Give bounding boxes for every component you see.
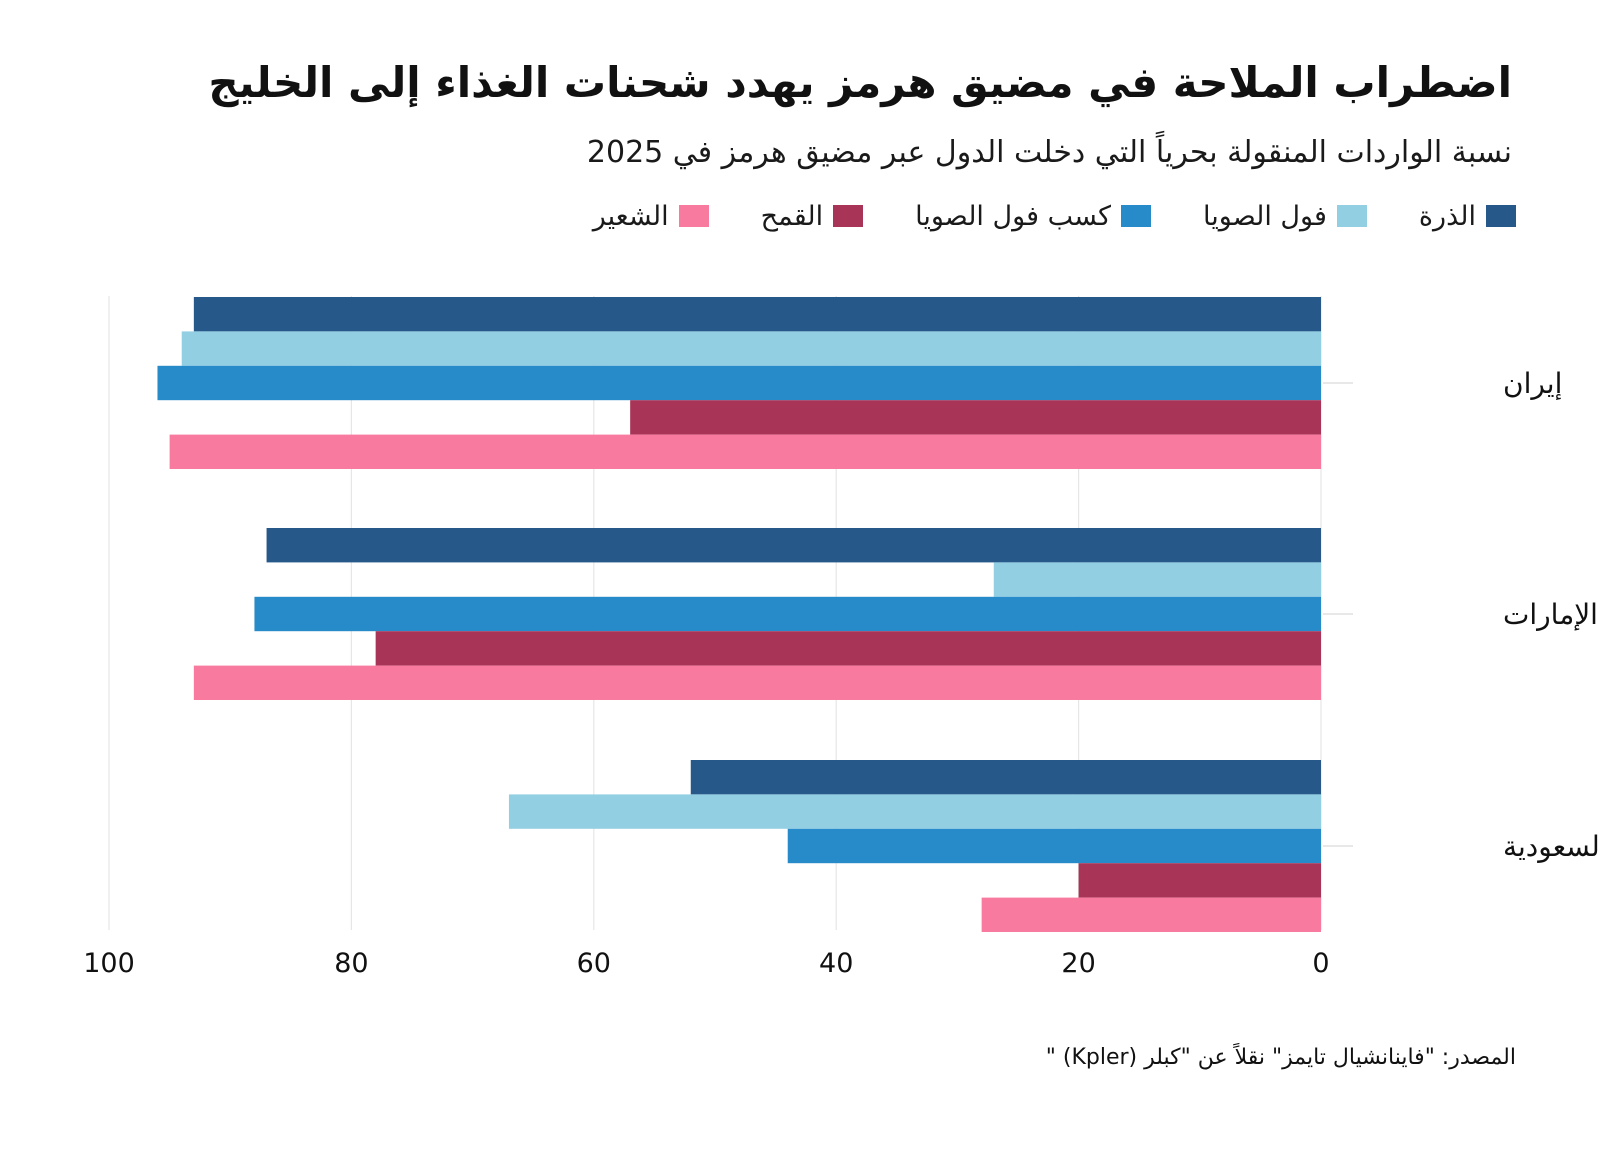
- category-label-uae: الإمارات: [1503, 598, 1598, 631]
- legend-swatch-soybean-meal: [1121, 205, 1152, 227]
- bar-soybeans-2: [993, 562, 1321, 597]
- legend-label-corn: الذرة: [1418, 200, 1476, 232]
- bar-wheat-1: [630, 400, 1321, 435]
- bar-barley-1: [169, 434, 1322, 469]
- x-tick-label-80: 80: [334, 948, 368, 979]
- legend-item-soybeans: فول الصويا: [1203, 201, 1367, 232]
- legend-item-barley: الشعير: [593, 201, 709, 232]
- legend-swatch-wheat: [833, 205, 864, 227]
- x-tick-label-60: 60: [577, 948, 611, 979]
- legend-label-barley: الشعير: [592, 200, 669, 232]
- legend-swatch-barley: [678, 205, 709, 227]
- x-tick-label-40: 40: [819, 948, 853, 979]
- legend-swatch-soybeans: [1336, 205, 1367, 227]
- legend-label-wheat: القمح: [760, 200, 824, 232]
- legend-item-soybean-meal: كسب فول الصويا: [915, 200, 1152, 232]
- x-axis-ticks: 100 80 60 40 20 0: [83, 948, 1329, 979]
- bar-wheat-3: [1078, 863, 1321, 898]
- legend-swatch-corn: [1486, 205, 1516, 227]
- bar-corn-1: [193, 297, 1322, 332]
- bar-corn-2: [266, 528, 1321, 563]
- category-label-iran: إيران: [1503, 367, 1562, 400]
- bar-corn-3: [690, 760, 1321, 795]
- bar-soybean-meal-2: [254, 596, 1322, 632]
- bar-soybeans-3: [508, 794, 1322, 829]
- chart-subtitle: نسبة الواردات المنقولة بحرياً التي دخلت …: [586, 135, 1513, 170]
- category-labels: إيران الإمارات السعودية: [1323, 367, 1600, 863]
- legend-label-soybean-meal: كسب فول الصويا: [915, 200, 1112, 232]
- bars: [157, 297, 1322, 932]
- bar-barley-2: [193, 665, 1322, 700]
- x-tick-label-100: 100: [83, 948, 135, 979]
- x-tick-label-0: 0: [1312, 948, 1329, 979]
- bar-soybean-meal-3: [787, 828, 1321, 864]
- bar-soybean-meal-1: [157, 365, 1322, 401]
- bar-wheat-2: [375, 631, 1321, 666]
- bar-barley-3: [981, 897, 1321, 932]
- bar-soybeans-1: [181, 331, 1322, 366]
- legend: الذرة فول الصويا كسب فول الصويا القمح ال…: [593, 196, 1516, 236]
- legend-item-wheat: القمح: [760, 200, 864, 232]
- category-label-saudi: السعودية: [1503, 830, 1600, 863]
- legend-item-corn: الذرة: [1419, 201, 1516, 232]
- chart-title: اضطراب الملاحة في مضيق هرمز يهدد شحنات ا…: [208, 58, 1513, 107]
- source-note: المصدر: "فاينانشيال تايمز" نقلاً عن "كبل…: [1045, 1045, 1516, 1070]
- x-tick-label-20: 20: [1061, 948, 1095, 979]
- legend-label-soybeans: فول الصويا: [1203, 200, 1327, 232]
